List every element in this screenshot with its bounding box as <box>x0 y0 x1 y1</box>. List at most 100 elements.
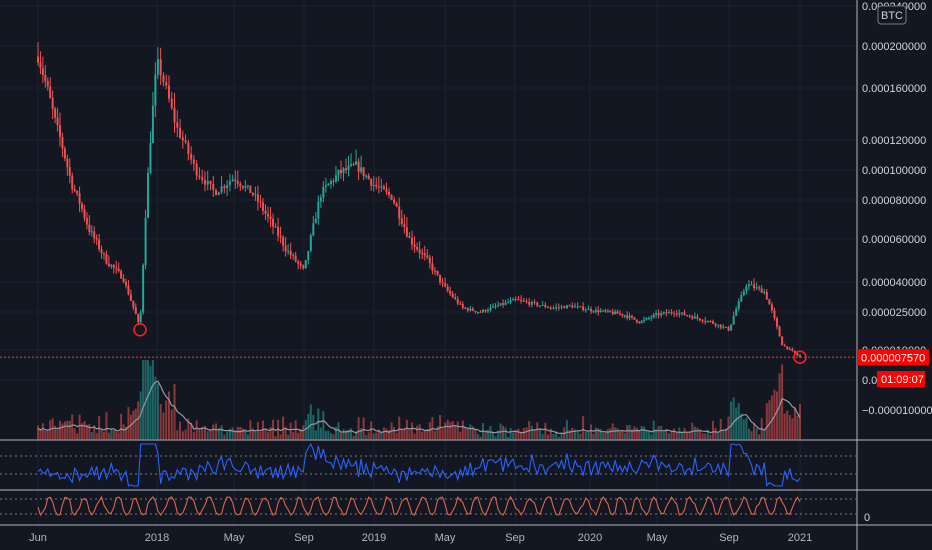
candle-body <box>783 345 786 347</box>
candle-body <box>557 307 560 309</box>
volume-bar <box>362 417 365 440</box>
volume-bar <box>552 434 555 440</box>
candle-body <box>132 300 135 308</box>
candle-body <box>345 168 348 170</box>
candle-body <box>334 175 337 182</box>
candle-body <box>184 140 187 143</box>
volume-bar <box>309 404 312 440</box>
volume-bar <box>426 428 429 440</box>
candle-body <box>449 290 452 294</box>
candle-body <box>509 300 512 303</box>
candle-body <box>312 223 315 236</box>
volume-bar <box>304 420 307 440</box>
volume-bar <box>269 427 272 440</box>
volume-bar <box>88 424 91 440</box>
volume-bar <box>176 430 179 440</box>
candle-body <box>623 315 626 317</box>
volume-bar <box>195 420 198 440</box>
candle-body <box>686 315 689 317</box>
volume-bar <box>400 428 403 440</box>
volume-bar <box>724 428 727 440</box>
candle-body <box>398 206 401 219</box>
volume-bar <box>410 422 413 440</box>
volume-bar <box>61 423 64 440</box>
volume-bar <box>41 423 44 440</box>
candle-body <box>536 302 539 306</box>
candle-body <box>203 180 206 185</box>
volume-bar <box>747 428 750 440</box>
candle-body <box>73 189 76 191</box>
volume-bar <box>100 429 103 440</box>
candle-body <box>688 315 691 317</box>
volume-bar <box>403 428 406 440</box>
candle-body <box>491 306 494 308</box>
candle-body <box>655 313 658 315</box>
volume-bar <box>471 426 474 440</box>
candle-body <box>144 217 147 265</box>
candle-body <box>154 74 157 106</box>
candle-body <box>568 305 571 307</box>
candle-body <box>347 165 350 170</box>
volume-bar <box>209 429 212 440</box>
volume-bar <box>469 424 472 440</box>
candle-body <box>342 168 345 173</box>
currency-badge[interactable]: BTC <box>877 5 907 25</box>
candle-body <box>691 316 694 319</box>
candle-body <box>324 185 327 187</box>
candle-body <box>650 317 653 319</box>
volume-bar <box>770 395 773 440</box>
x-tick-label: 2020 <box>578 532 602 544</box>
volume-bar <box>132 410 135 440</box>
volume-bar <box>522 428 525 440</box>
candle-body <box>665 312 668 314</box>
volume-bar <box>514 429 517 440</box>
volume-bar <box>49 420 52 440</box>
candle-body <box>594 309 597 312</box>
candle-body <box>297 261 300 264</box>
volume-bar <box>198 428 201 440</box>
volume-tick-label: −0.000010000 <box>862 405 932 417</box>
candle-body <box>37 56 39 63</box>
candle-body <box>647 318 650 320</box>
candle-body <box>68 167 71 176</box>
x-tick-label: Jun <box>29 532 47 544</box>
volume-bar <box>267 432 270 440</box>
volume-bar <box>372 433 375 440</box>
y-tick-label: 0.000160000 <box>862 83 926 95</box>
volume-bar <box>587 431 590 440</box>
volume-bar <box>655 429 658 440</box>
rsi-pane <box>0 442 857 487</box>
volume-bar <box>90 432 93 440</box>
volume-bar <box>212 424 215 440</box>
volume-bar <box>192 431 195 440</box>
candle-body <box>724 326 727 328</box>
candle-body <box>626 315 629 318</box>
candle-body <box>778 326 781 337</box>
volume-bar <box>289 422 292 440</box>
candle-body <box>560 306 563 308</box>
volume-bar <box>709 434 712 440</box>
candle-body <box>466 308 469 311</box>
candle-body <box>533 301 536 303</box>
candle-body <box>322 186 325 198</box>
candle-body <box>377 186 380 188</box>
candle-body <box>375 184 378 187</box>
volume-bar <box>319 427 322 440</box>
candle-body <box>309 235 312 251</box>
candle-body <box>272 218 275 227</box>
x-tick-label: May <box>435 532 456 544</box>
candle-body <box>223 186 226 188</box>
volume-bar <box>758 434 761 440</box>
volume-bar <box>122 424 125 440</box>
candle-body <box>507 302 510 304</box>
candle-body <box>226 184 229 188</box>
candle-body <box>735 308 738 316</box>
volume-bar <box>206 431 209 440</box>
volume-bar <box>732 397 735 440</box>
volume-bar <box>533 429 536 440</box>
volume-bar <box>576 431 579 440</box>
candle-body <box>98 239 101 250</box>
candle-body <box>149 143 152 174</box>
volume-bar <box>599 429 602 440</box>
